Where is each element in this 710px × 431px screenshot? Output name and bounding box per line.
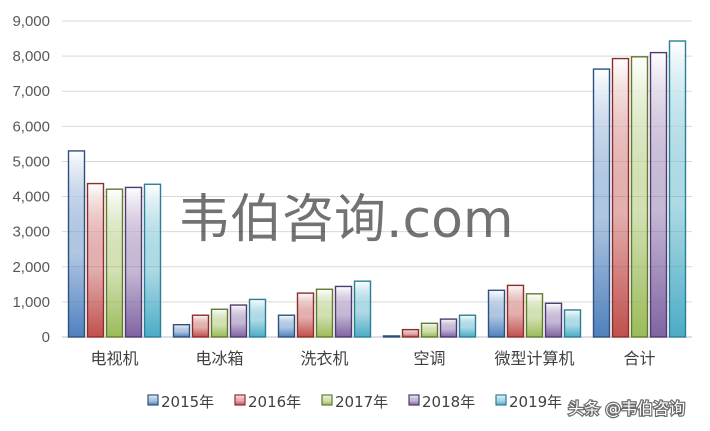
bar-6-2019年 (668, 40, 687, 338)
gridlines (62, 20, 692, 338)
bar-5-2016年 (506, 284, 525, 338)
legend-label: 2017年 (335, 393, 388, 411)
legend-label: 2015年 (161, 393, 214, 411)
legend-swatch (321, 394, 333, 406)
x-category-label: 合计 (623, 349, 655, 368)
x-category-label: 空调 (413, 349, 445, 368)
bar-1-2018年 (124, 186, 143, 338)
bar-5-2015年 (487, 289, 506, 338)
x-category-label: 电视机 (90, 349, 138, 368)
bar-4-2017年 (420, 322, 439, 338)
bar-1-2016年 (86, 182, 105, 338)
bar-4-2015年 (382, 335, 401, 338)
y-tick-label: 6,000 (12, 118, 50, 135)
bar-3-2015年 (277, 314, 296, 338)
bar-6-2017年 (630, 56, 649, 338)
x-category-label: 微型计算机 (494, 349, 574, 368)
legend-swatch (408, 394, 420, 406)
legend-swatch (234, 394, 246, 406)
bar-3-2016年 (296, 292, 315, 338)
y-tick-label: 0 (42, 329, 50, 346)
y-tick-label: 5,000 (12, 153, 50, 170)
bar-1-2017年 (105, 188, 124, 338)
legend-label: 2019年 (509, 393, 562, 411)
bar-3-2018年 (334, 285, 353, 338)
legend-swatch (495, 394, 507, 406)
bar-2-2016年 (191, 314, 210, 338)
bar-5-2019年 (563, 309, 582, 338)
bar-4-2016年 (401, 328, 420, 338)
legend: 2015年 2016年 2017年 2018年 2019年 (147, 393, 562, 411)
legend-label: 2018年 (422, 393, 475, 411)
y-tick-label: 8,000 (12, 48, 50, 65)
bar-4-2019年 (458, 314, 477, 338)
x-axis-labels: 电视机 电冰箱 洗衣机 空调 微型计算机 合计 (90, 349, 655, 368)
x-category-label: 电冰箱 (195, 349, 243, 368)
bar-2-2018年 (229, 304, 248, 338)
y-tick-label: 1,000 (12, 294, 50, 311)
bar-3-2017年 (315, 288, 334, 338)
bar-6-2016年 (611, 57, 630, 338)
bar-2-2015年 (172, 324, 191, 338)
bar-1-2015年 (67, 150, 86, 338)
bars (67, 40, 687, 338)
watermark-text: 韦伯咨询.com (178, 190, 514, 250)
y-axis-ticks: 0 1,000 2,000 3,000 4,000 5,000 6,000 7,000 8,00… (12, 13, 50, 346)
legend-label: 2016年 (248, 393, 301, 411)
y-tick-label: 9,000 (12, 13, 50, 30)
bar-1-2019年 (143, 183, 162, 338)
bar-2-2017年 (210, 308, 229, 338)
bar-6-2015年 (592, 68, 611, 338)
x-category-label: 洗衣机 (300, 349, 348, 368)
y-tick-label: 7,000 (12, 83, 50, 100)
legend-swatch (147, 394, 159, 406)
bar-5-2018年 (544, 302, 563, 338)
bar-2-2019年 (248, 298, 267, 338)
bar-4-2018年 (439, 318, 458, 338)
credit-text: 头条 @韦伯咨询 (568, 399, 685, 418)
y-tick-label: 2,000 (12, 259, 50, 276)
bar-3-2019年 (353, 280, 372, 338)
bar-6-2018年 (649, 51, 668, 338)
y-tick-label: 3,000 (12, 224, 50, 241)
y-tick-label: 4,000 (12, 189, 50, 206)
bar-5-2017年 (525, 293, 544, 338)
